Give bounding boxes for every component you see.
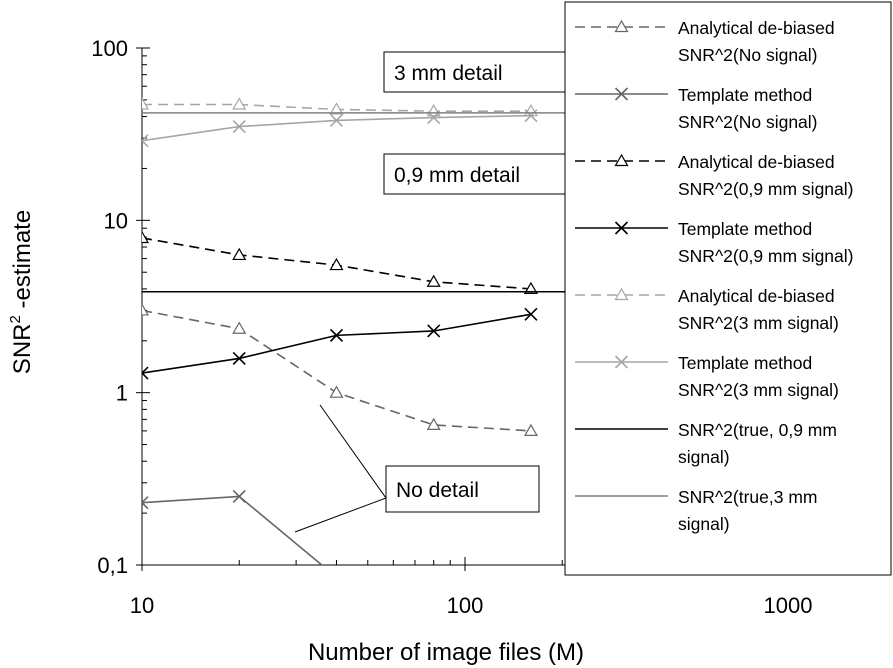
legend-marker-0 [614, 19, 629, 33]
legend-label-6: signal) [678, 447, 730, 467]
y-axis-label-suffix: -estimate [9, 210, 36, 315]
legend-marker-1 [614, 87, 629, 101]
series-3-point-stroke-b [427, 324, 441, 338]
series-3-point-stroke-b [329, 328, 344, 342]
y-tick-label: 1 [116, 381, 128, 406]
legend-label-1: SNR^2(No signal) [678, 112, 818, 132]
series-3-point-stroke-a [142, 371, 149, 380]
legend-marker-2 [614, 153, 629, 167]
series-1-point-stroke-b [142, 496, 149, 504]
series-0-point [329, 385, 344, 398]
legend-label-7: SNR^2(true,3 mm [678, 487, 818, 507]
annotation-09mm: 0,9 mm detail [383, 153, 573, 195]
series-1-point [142, 496, 149, 510]
legend-label-2: SNR^2(0,9 mm signal) [678, 179, 853, 199]
y-tick-label: 10 [104, 208, 128, 233]
series-3-point [142, 366, 149, 380]
legend-marker-4 [614, 287, 629, 301]
legend-label-0: Analytical de-biased [678, 18, 835, 38]
legend-label-4: Analytical de-biased [678, 286, 835, 306]
legend-marker-5 [614, 355, 629, 369]
series-4-point [329, 102, 344, 115]
series-0-point [426, 417, 441, 431]
series-2-point [523, 281, 538, 295]
annotation-no-detail-pointer-b [294, 497, 387, 533]
legend-marker-3-stroke-b [614, 221, 629, 235]
series-0 [142, 303, 538, 436]
annotation-3mm-text: 3 mm detail [394, 62, 503, 85]
annotation-no-detail: No detail [385, 465, 540, 513]
series-1-point-stroke-a [142, 501, 149, 510]
y-tick-label: 0,1 [97, 553, 128, 578]
series-4-point [232, 97, 247, 110]
x-axis-label: Number of image files (M) [308, 639, 584, 666]
legend-label-1: Template method [678, 85, 812, 105]
series-5-point-stroke-b [142, 134, 149, 142]
series-5-point-stroke-a [142, 139, 149, 148]
legend-label-7: signal) [678, 514, 730, 534]
series-3 [142, 307, 538, 380]
series-5-point [329, 113, 344, 127]
annotation-no-detail-pointer-a [319, 404, 387, 499]
series-0-point [232, 321, 247, 334]
x-tick-label: 10 [130, 593, 154, 618]
y-tick-label: 100 [91, 36, 128, 61]
series-3-point [232, 351, 246, 365]
series-2 [142, 230, 538, 295]
x-tick-label: 1000 [764, 593, 813, 618]
series-2-point [426, 274, 441, 287]
legend-label-2: Analytical de-biased [678, 152, 835, 172]
series-layer [142, 97, 788, 565]
series-1 [142, 489, 324, 565]
series-3-point-stroke-b [232, 351, 246, 365]
legend-label-6: SNR^2(true, 0,9 mm [678, 420, 837, 440]
annotation-3mm: 3 mm detail [383, 51, 573, 93]
series-3-point [427, 324, 441, 338]
series-3-point-stroke-b [142, 366, 149, 375]
legend-label-0: SNR^2(No signal) [678, 45, 818, 65]
legend-label-3: Template method [678, 219, 812, 239]
series-3-point [329, 328, 344, 342]
annotation-3mm-box [383, 51, 573, 93]
series-5-point [232, 120, 246, 134]
legend-label-3: SNR^2(0,9 mm signal) [678, 246, 853, 266]
y-axis-label-main: SNR [9, 324, 36, 375]
series-2-point [329, 257, 344, 271]
series-5-point-stroke-b [232, 120, 246, 134]
legend-marker-5-stroke-b [614, 355, 629, 369]
legend-label-4: SNR^2(3 mm signal) [678, 313, 839, 333]
annotation-no-detail-box [385, 465, 540, 513]
series-5-point-stroke-b [329, 113, 344, 127]
legend-marker-1-stroke-b [614, 87, 629, 101]
annotation-no-detail-text: No detail [396, 479, 479, 502]
series-1-point [232, 489, 246, 503]
axes-layer: 0,1 1 10 100 10 100 1000 [91, 36, 812, 618]
y-axis-label-sup: 2 [7, 315, 24, 323]
series-2-point [142, 230, 150, 244]
legend-box [564, 1, 892, 576]
legend-label-5: Template method [678, 353, 812, 373]
annotation-09mm-text: 0,9 mm detail [394, 164, 520, 187]
legend-marker-3 [614, 221, 629, 235]
series-0-point [523, 423, 538, 436]
series-1-point-stroke-b [232, 489, 246, 503]
series-5-point [524, 109, 538, 123]
series-2-point [232, 247, 247, 261]
series-3-point [524, 307, 538, 321]
series-4-point [142, 97, 150, 110]
series-3-point-stroke-b [524, 307, 538, 321]
legend: Analytical de-biased SNR^2(No signal) Temp… [564, 1, 892, 576]
series-5-point [142, 134, 149, 148]
y-axis-label: SNR2 -estimate [7, 210, 36, 374]
x-tick-label: 100 [447, 593, 484, 618]
legend-label-5: SNR^2(3 mm signal) [678, 380, 839, 400]
series-5-point-stroke-b [524, 109, 538, 123]
series-0-point [142, 303, 150, 316]
